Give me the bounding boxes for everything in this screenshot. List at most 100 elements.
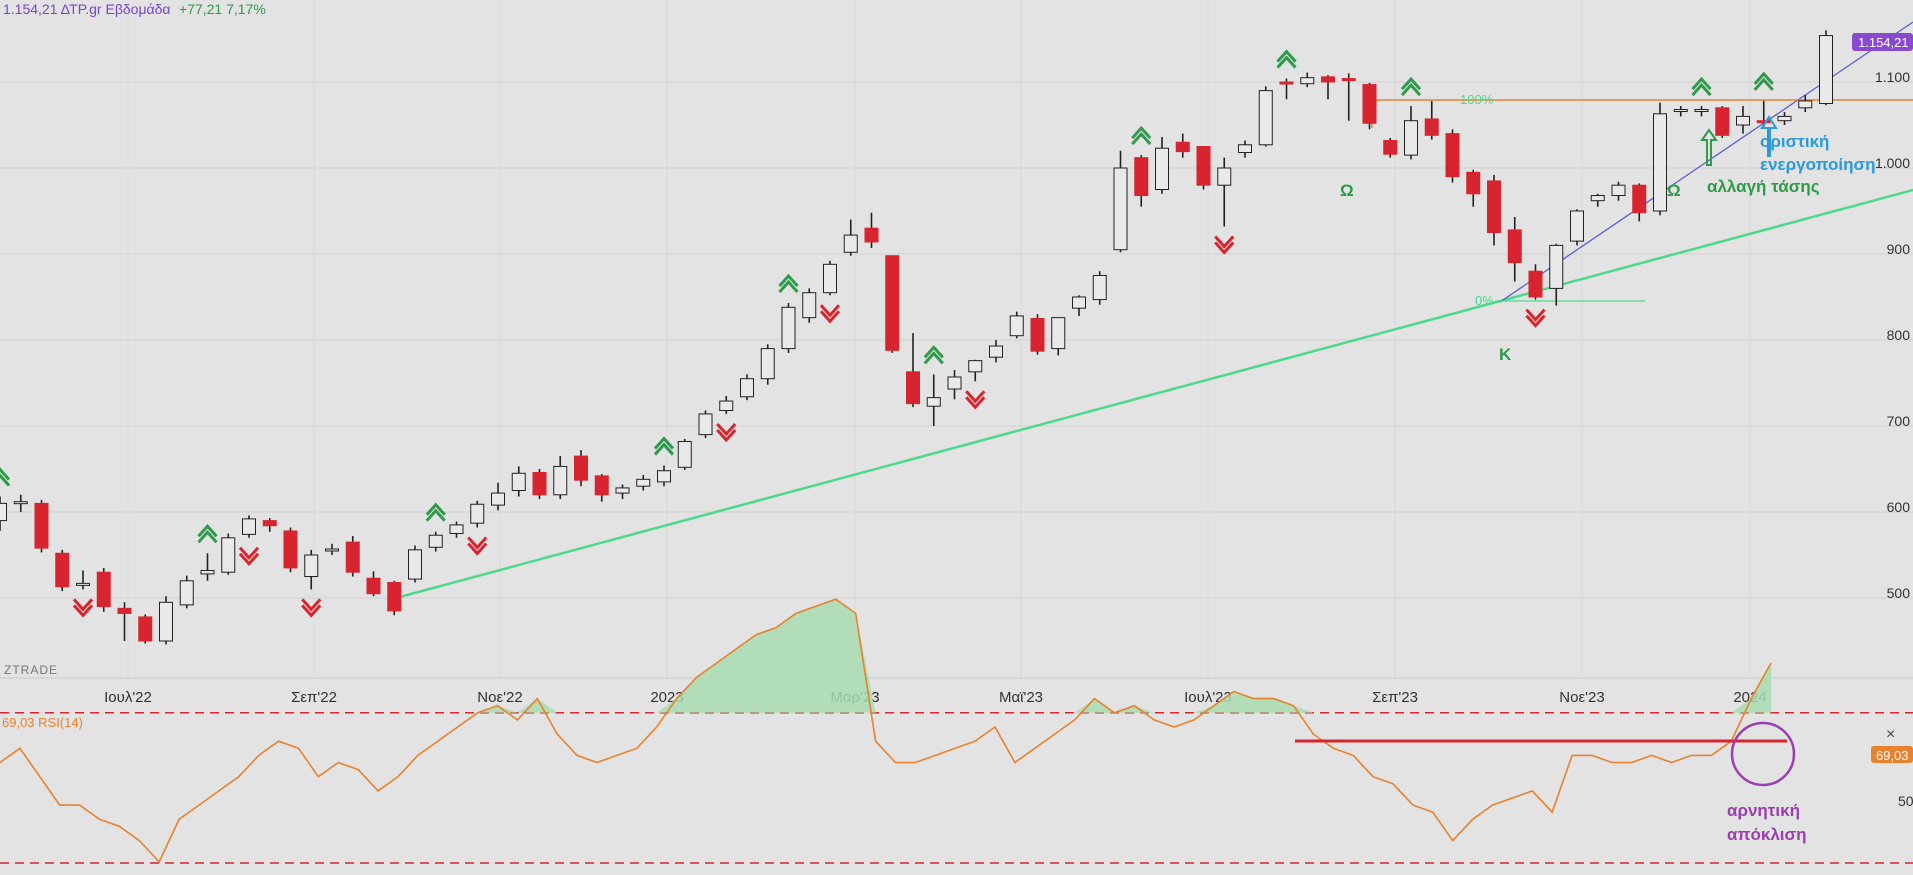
- arrow-up-icon: [1760, 115, 1778, 157]
- x-tick-label: Νοε'22: [477, 689, 522, 706]
- candle-body: [345, 541, 360, 573]
- candle-body: [1113, 167, 1128, 251]
- rsi-label: 69,03 RSI(14): [2, 715, 83, 730]
- candle-body: [802, 292, 817, 319]
- chevron-up-icon: [1691, 76, 1712, 97]
- grid: [0, 0, 1913, 678]
- candle-body: [1341, 78, 1356, 82]
- candles: [0, 30, 1833, 645]
- candle-body: [760, 348, 775, 380]
- y-tick-label: 600: [1887, 499, 1911, 515]
- candle-body: [947, 376, 962, 390]
- x-tick-label: Σεπ'23: [1372, 689, 1418, 706]
- candle-body: [594, 475, 609, 496]
- chevron-up-icon: [425, 502, 446, 522]
- rsi-overbought-fill: [1731, 662, 1772, 713]
- y-tick-label: 1.000: [1875, 155, 1910, 171]
- candle-body: [159, 601, 173, 642]
- y-tick-label: 900: [1887, 241, 1911, 257]
- candle-body: [283, 530, 298, 569]
- candle-body: [387, 582, 402, 612]
- candle-body: [1528, 270, 1543, 298]
- chevron-down-icon: [72, 598, 94, 618]
- candle-body: [574, 455, 588, 481]
- candle-body: [1009, 315, 1024, 337]
- candle-body: [698, 413, 713, 436]
- candle-body: [1051, 317, 1066, 350]
- x-tick-label: Μαϊ'23: [999, 689, 1043, 706]
- candle-body: [200, 569, 215, 575]
- rsi-value-badge: [1871, 746, 1913, 763]
- candle-body: [677, 440, 692, 468]
- candle-body: [1238, 144, 1252, 154]
- divergence-circle: [1730, 721, 1796, 787]
- candle-body: [366, 577, 381, 595]
- close-icon[interactable]: ×: [1886, 726, 1895, 743]
- chevron-up-icon: [778, 273, 799, 294]
- candle-body: [1321, 76, 1335, 83]
- candle-body: [1030, 318, 1045, 352]
- candle-body: [428, 534, 443, 548]
- fib-0-label: 0%: [1475, 293, 1494, 308]
- rsi-panel: [0, 598, 1913, 864]
- candle-body: [1715, 107, 1730, 136]
- candle-body: [221, 537, 236, 573]
- candle-body: [1798, 100, 1813, 109]
- candle-body: [615, 487, 630, 494]
- candle-body: [1155, 147, 1169, 190]
- chevron-down-icon: [965, 390, 986, 410]
- candle-body: [1279, 81, 1294, 85]
- candle-body: [843, 234, 858, 253]
- candle-body: [553, 465, 568, 496]
- y-tick-label: 800: [1887, 327, 1911, 343]
- candle-body: [55, 552, 70, 588]
- chevron-down-icon: [819, 304, 841, 324]
- y-tick-label: 700: [1887, 413, 1911, 429]
- x-tick-label: Νοε'23: [1559, 689, 1604, 706]
- x-tick-label: Σεπ'22: [291, 689, 337, 706]
- candle-body: [449, 524, 464, 535]
- candle-body: [823, 263, 837, 294]
- price-badge: [1852, 33, 1913, 51]
- candle-body: [1258, 90, 1273, 146]
- omega-label: Ω: [1667, 181, 1681, 200]
- candle-body: [1487, 180, 1501, 233]
- candle-body: [1466, 171, 1481, 195]
- price-badge-text: 1.154,21: [1858, 35, 1909, 50]
- chevron-up-icon: [1276, 49, 1297, 69]
- chevron-down-icon: [467, 536, 488, 556]
- candle-body: [885, 255, 900, 351]
- candle-body: [1694, 109, 1709, 113]
- candle-body: [1362, 84, 1377, 124]
- x-tick-label: Ιουλ'22: [104, 689, 152, 706]
- candle-body: [1611, 184, 1626, 197]
- candle-body: [96, 571, 111, 608]
- chevron-down-icon: [1214, 235, 1235, 255]
- candle-body: [262, 520, 277, 527]
- candle-body: [532, 471, 547, 496]
- candle-body: [1445, 133, 1460, 178]
- candle-body: [719, 400, 734, 412]
- omega-label: Ω: [1340, 181, 1354, 200]
- candle-body: [1507, 229, 1522, 264]
- kappa-label: Κ: [1499, 345, 1512, 364]
- trend-change-label: αλλαγή τάσης: [1707, 177, 1820, 196]
- rsi-value-text: 69,03: [1876, 748, 1909, 763]
- support-trendline[interactable]: [395, 188, 1913, 600]
- candle-body: [968, 360, 983, 373]
- candle-body: [76, 582, 90, 586]
- negative-divergence-label: απόκλιση: [1727, 825, 1807, 844]
- price-change: +77,21 7,17%: [179, 1, 266, 17]
- chevron-up-icon: [923, 345, 944, 365]
- candle-body: [242, 518, 256, 535]
- fib-100-label: 100%: [1460, 92, 1494, 107]
- final-activation-label: ενεργοποίηση: [1760, 155, 1876, 174]
- candle-body: [491, 492, 505, 506]
- candle-body: [1300, 77, 1315, 85]
- candle-body: [138, 616, 153, 642]
- candle-body: [511, 472, 526, 491]
- candle-body: [0, 502, 7, 522]
- candle-body: [906, 371, 920, 405]
